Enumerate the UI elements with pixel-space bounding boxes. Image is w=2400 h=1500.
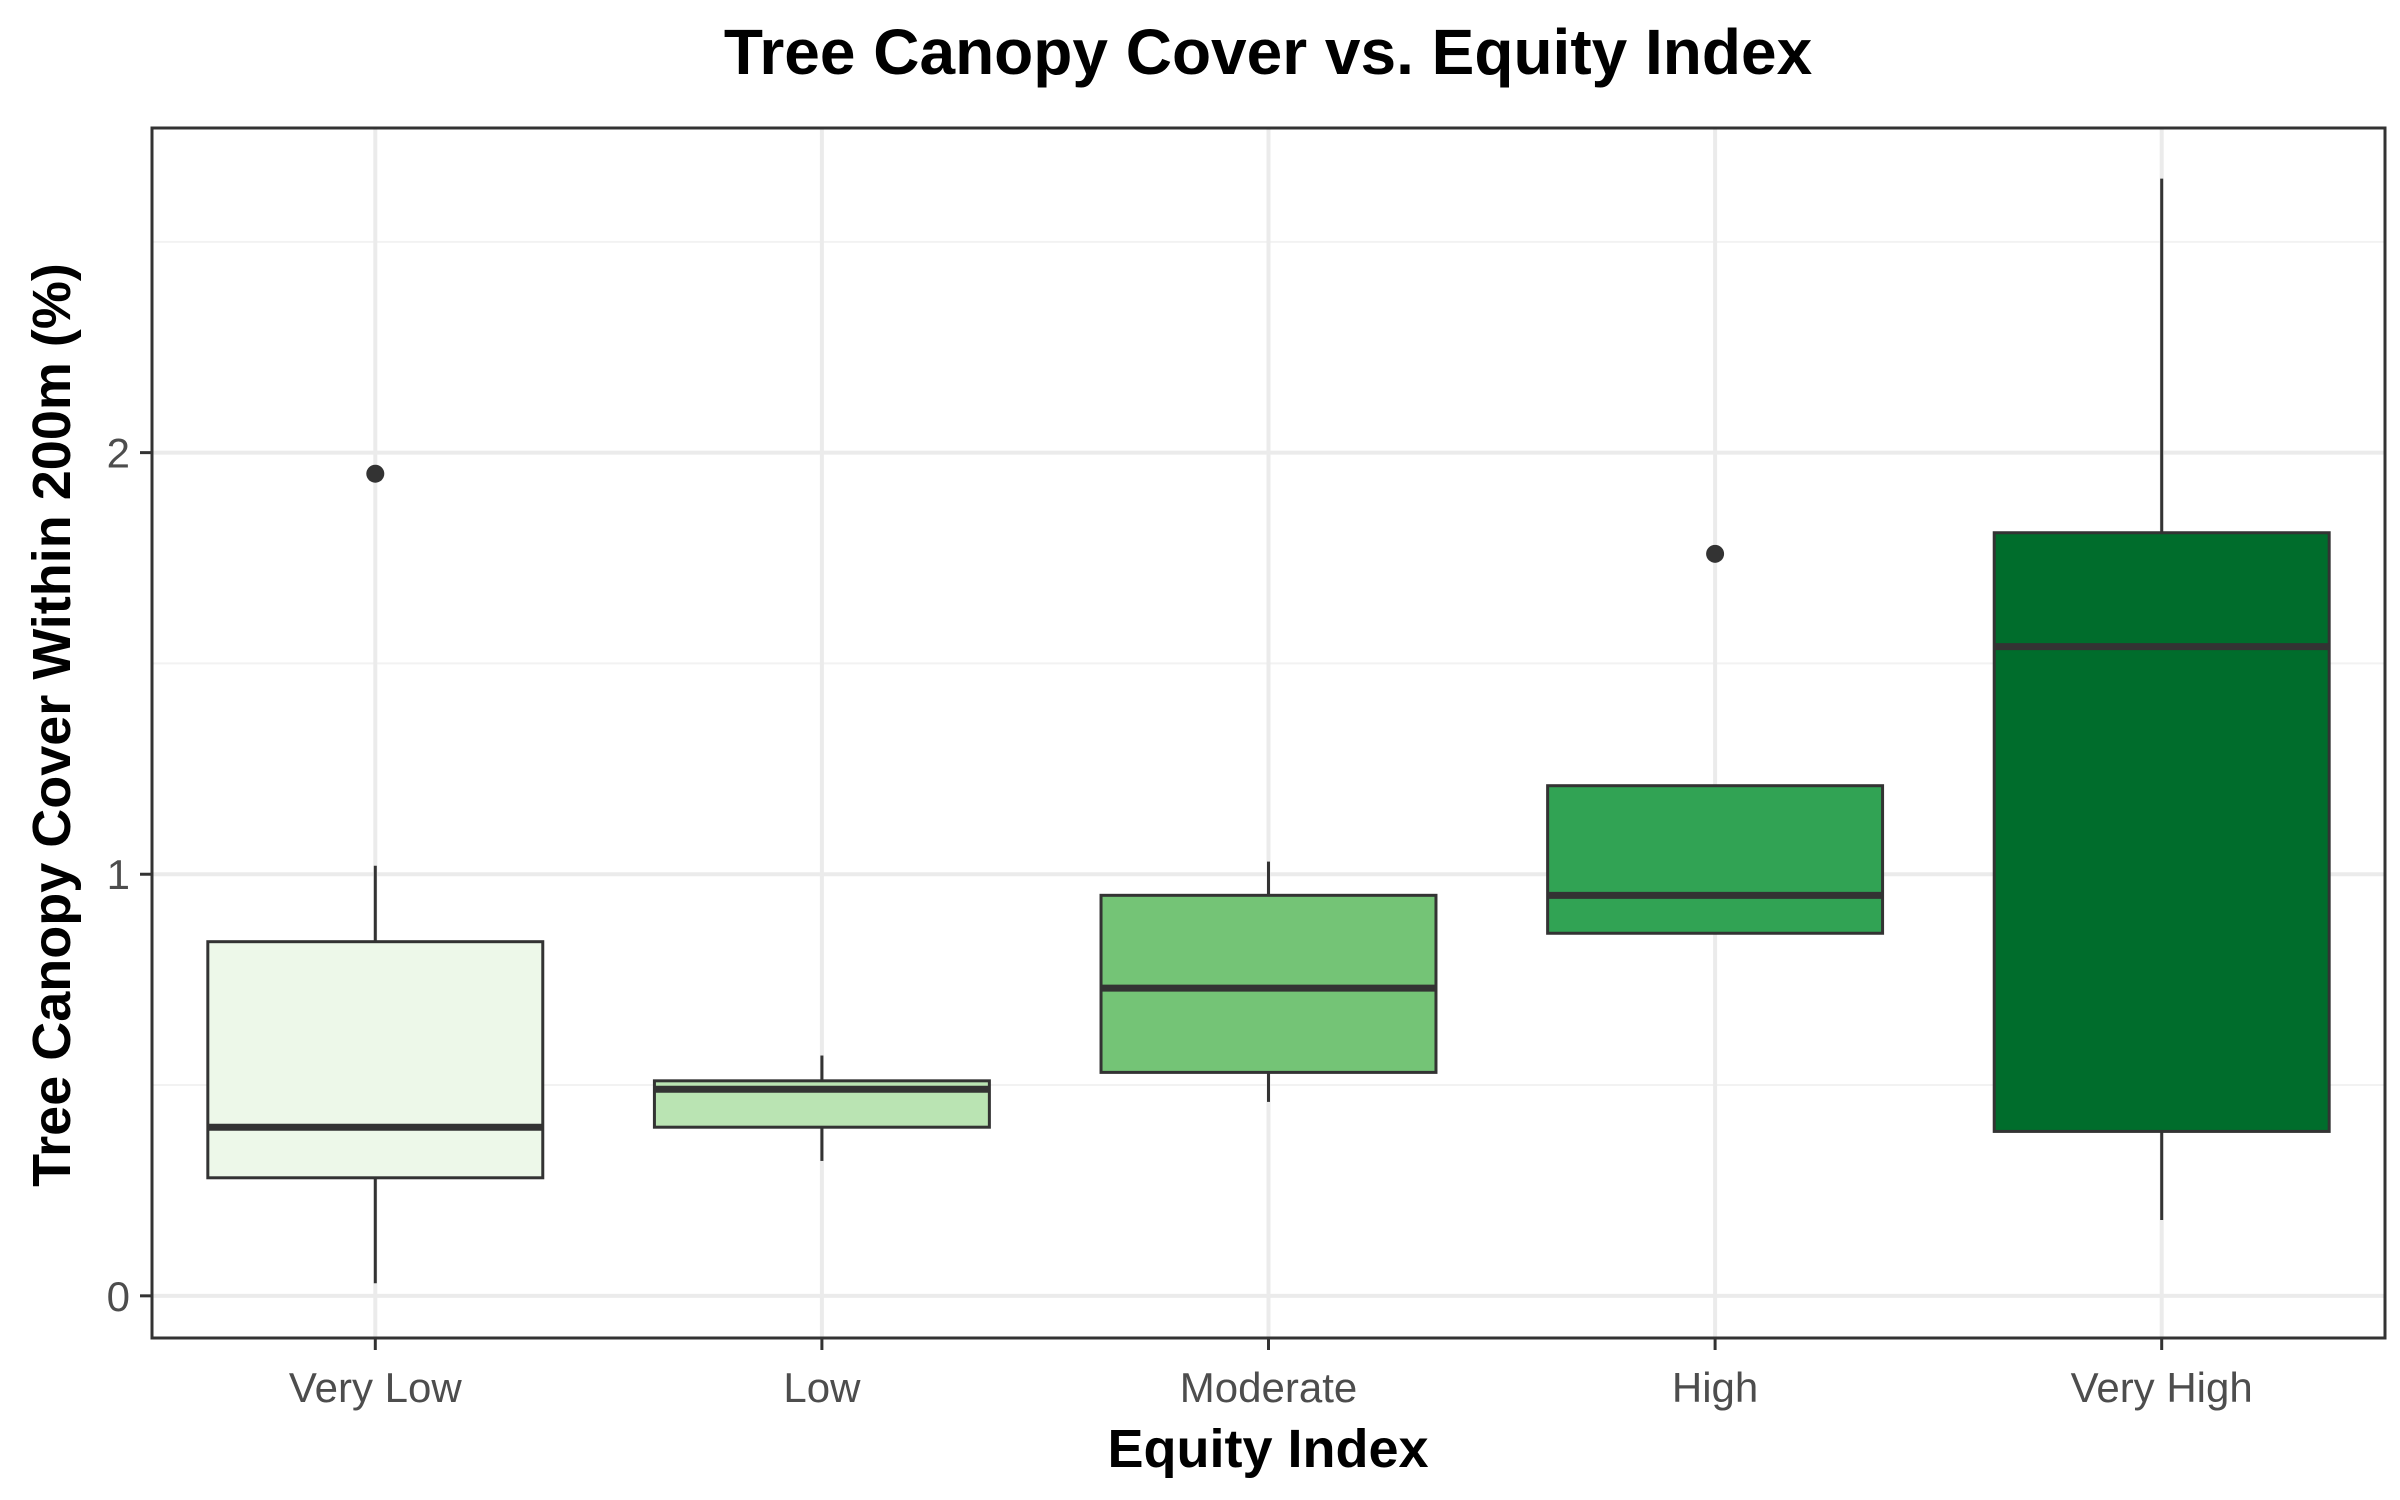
x-axis-title: Equity Index — [1107, 1419, 1428, 1479]
box-body — [206, 940, 545, 1180]
x-tick-label: Very High — [2071, 1364, 2253, 1411]
x-tick-label: Moderate — [1180, 1364, 1357, 1411]
y-axis-title: Tree Canopy Cover Within 200m (%) — [22, 263, 82, 1187]
y-tick-label: 2 — [107, 430, 130, 477]
x-axis: Very Low Low Moderate High Very High — [289, 1338, 2253, 1411]
outlier-point — [366, 464, 385, 483]
y-tick-label: 0 — [107, 1273, 130, 1320]
x-tick-label: High — [1672, 1364, 1758, 1411]
y-tick-label: 1 — [107, 851, 130, 898]
box-body — [1546, 784, 1885, 935]
box-low — [652, 1055, 991, 1161]
y-axis: 0 1 2 — [107, 430, 152, 1320]
box-very-high — [1992, 178, 2331, 1220]
x-tick-label: Very Low — [289, 1364, 462, 1411]
box-body — [1099, 893, 1438, 1074]
box-moderate — [1099, 861, 1438, 1102]
box-very-low — [206, 464, 545, 1284]
box-body — [1992, 531, 2331, 1133]
boxes — [206, 178, 2331, 1284]
outlier-point — [1706, 544, 1725, 563]
box-high — [1546, 544, 1885, 935]
chart-title: Tree Canopy Cover vs. Equity Index — [724, 16, 1813, 88]
x-tick-label: Low — [783, 1364, 861, 1411]
